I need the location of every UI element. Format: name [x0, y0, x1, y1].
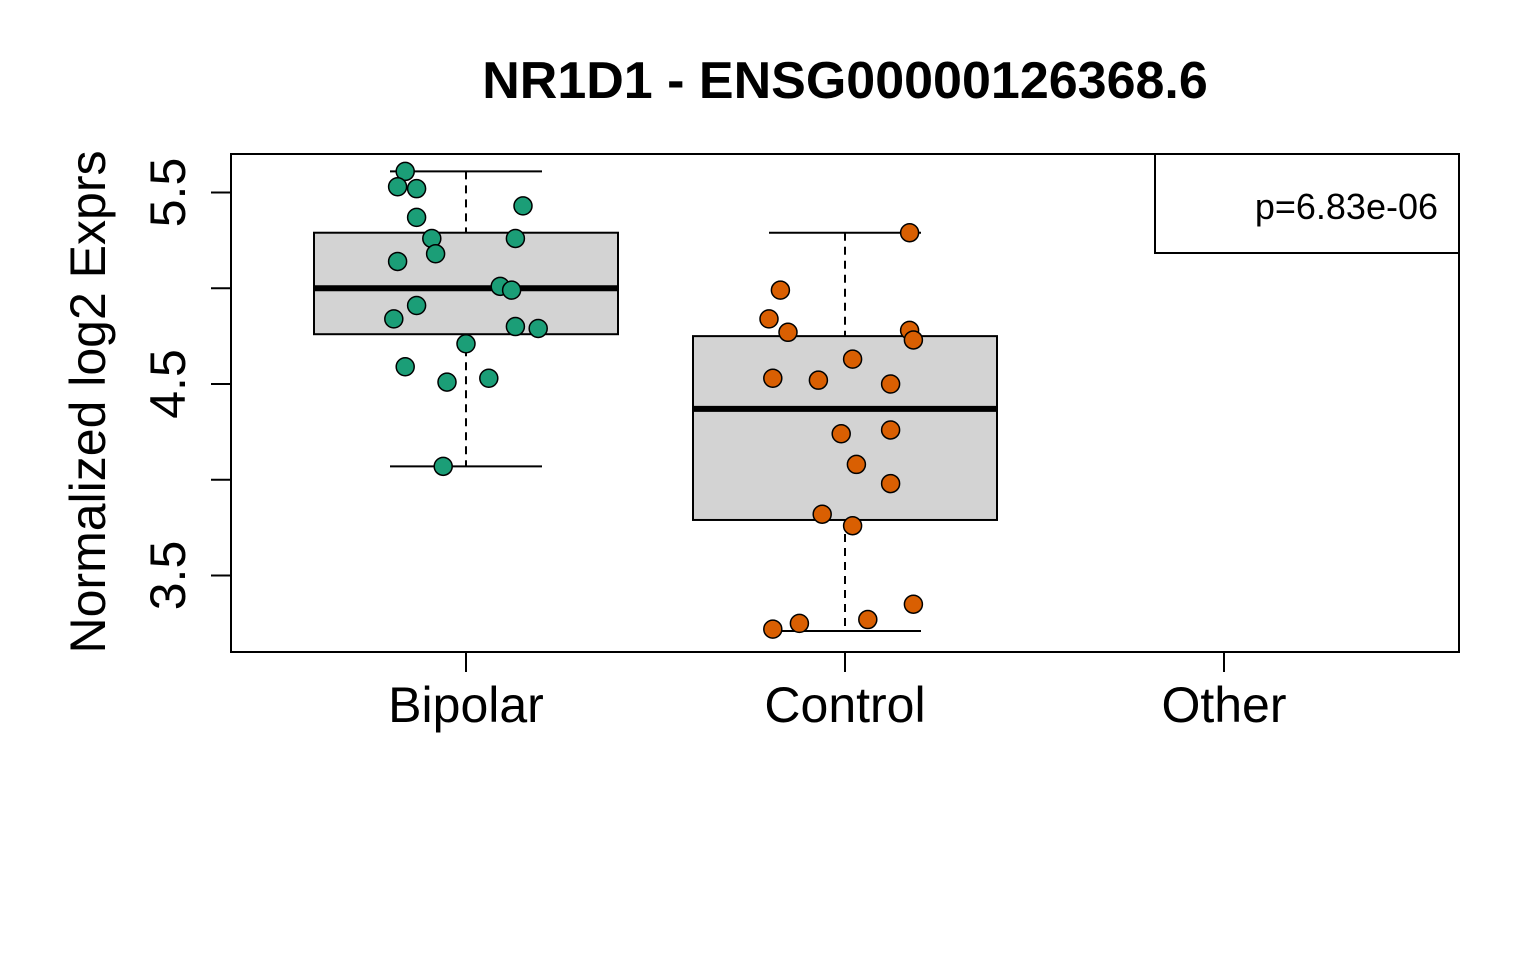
data-point-control [899, 222, 920, 243]
annotation-frame [1154, 153, 1460, 254]
data-point-bipolar [456, 334, 476, 354]
data-point-control [759, 309, 779, 329]
data-point-bipolar [513, 196, 533, 216]
data-point-bipolar [437, 372, 457, 392]
data-point-control [842, 349, 863, 369]
box-layer [313, 170, 998, 633]
data-point-control [778, 322, 798, 343]
data-point-control [903, 594, 924, 614]
data-point-control [880, 473, 901, 494]
data-point-control [846, 454, 867, 475]
data-point-bipolar [384, 309, 404, 329]
y-tick-label: 5.5 [140, 158, 196, 228]
data-point-control [763, 368, 783, 389]
data-point-bipolar [433, 456, 453, 477]
y-tick-label: 3.5 [140, 541, 196, 611]
data-point-bipolar [395, 161, 415, 182]
data-point-bipolar [505, 228, 526, 249]
plot-frame [230, 153, 1460, 653]
data-point-control [812, 504, 832, 524]
data-point-bipolar [406, 178, 427, 199]
data-point-control [770, 280, 791, 300]
data-point-bipolar [479, 368, 499, 389]
x-axis: Bipolar Control Other [388, 652, 1287, 733]
data-point-bipolar [395, 357, 415, 377]
y-axis: 3.5 4.5 5.5 [140, 158, 231, 611]
data-point-control [763, 619, 783, 639]
data-point-control [831, 424, 851, 444]
points-layer [384, 161, 924, 639]
x-tick-label: Control [764, 677, 925, 733]
box-bipolar [313, 170, 619, 468]
data-point-control [880, 420, 901, 440]
box-iqr [313, 231, 619, 336]
data-point-bipolar [425, 244, 446, 264]
data-point-control [789, 613, 810, 634]
box-control [692, 231, 998, 633]
data-point-bipolar [501, 280, 522, 300]
y-tick-label: 4.5 [140, 349, 196, 419]
data-point-bipolar [505, 316, 526, 337]
data-point-bipolar [528, 318, 548, 339]
data-point-control [903, 330, 924, 350]
p-value-label: p=6.83e-06 [1255, 186, 1438, 227]
annotation-box: p=6.83e-06 [1154, 153, 1460, 254]
data-point-bipolar [387, 251, 408, 272]
y-axis-label: Normalized log2 Exprs [60, 151, 116, 654]
data-point-bipolar [406, 295, 427, 316]
x-tick-label: Other [1161, 677, 1286, 733]
data-point-control [858, 609, 878, 630]
data-point-bipolar [387, 177, 408, 197]
data-point-control [842, 515, 863, 536]
chart-title: NR1D1 - ENSG00000126368.6 [482, 52, 1208, 110]
x-tick-label: Bipolar [388, 677, 544, 733]
data-point-control [880, 374, 901, 394]
data-point-bipolar [406, 207, 427, 228]
data-point-control [808, 370, 829, 390]
